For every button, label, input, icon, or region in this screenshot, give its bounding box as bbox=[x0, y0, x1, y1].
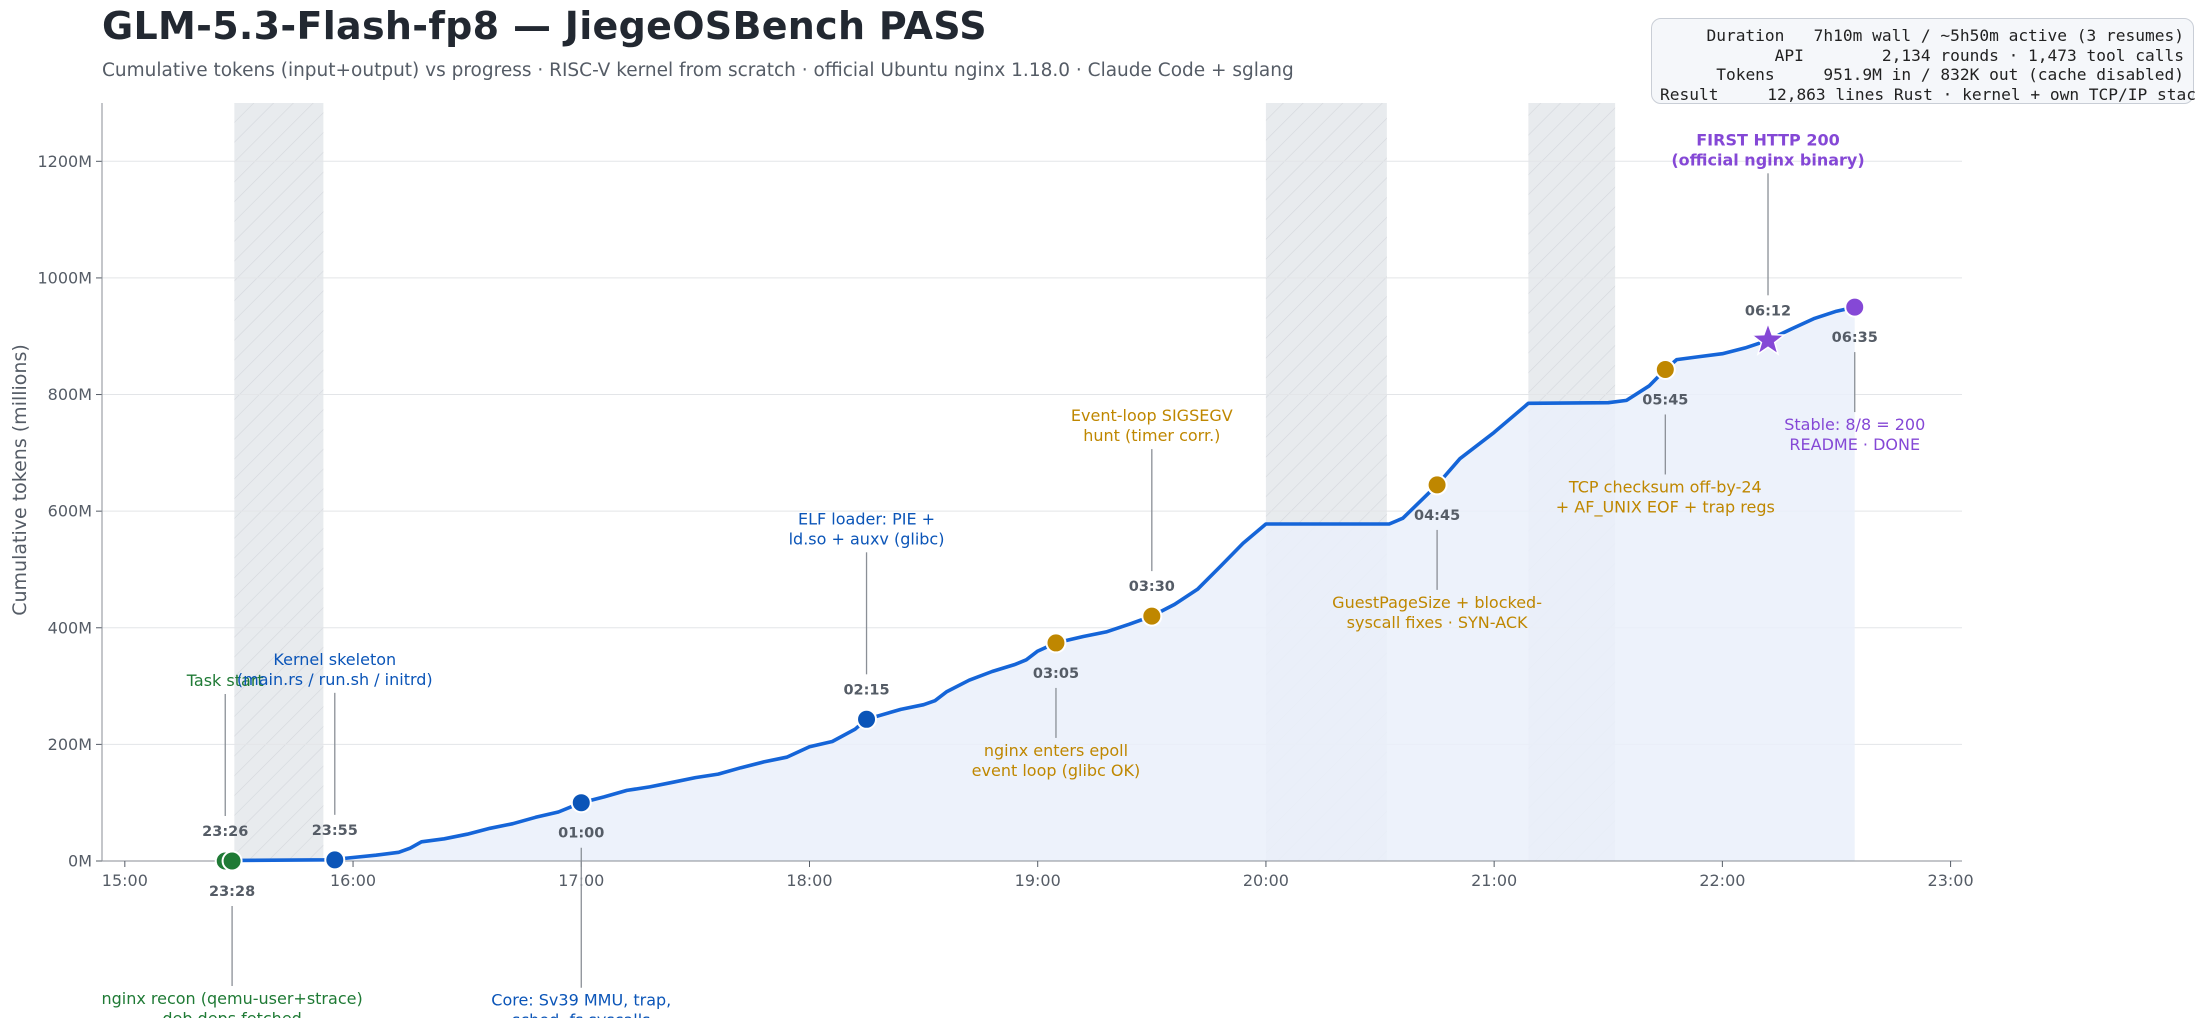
milestone-time: 02:15 bbox=[843, 682, 889, 698]
milestone-marker bbox=[570, 792, 592, 814]
milestone-label: nginx recon (qemu-user+strace) bbox=[101, 989, 362, 1008]
milestone: 04:45 GuestPageSize + blocked-syscall fix… bbox=[1332, 474, 1542, 632]
milestone-label: deb deps fetched bbox=[162, 1009, 302, 1018]
y-tick-label: 0M bbox=[68, 852, 92, 871]
milestone-label: Event-loop SIGSEGV bbox=[1071, 406, 1233, 425]
milestone-time: 23:26 bbox=[202, 824, 248, 840]
milestone-time: 06:12 bbox=[1745, 303, 1791, 319]
stat-result: Result 12,863 lines Rust · kernel + own … bbox=[1660, 84, 2197, 104]
milestone-marker bbox=[856, 708, 878, 730]
milestone-label: Stable: 8/8 = 200 bbox=[1784, 415, 1925, 434]
milestone-label: ELF loader: PIE + bbox=[798, 509, 935, 528]
milestone-annotations: 23:26 Task start 23:28 nginx recon (qemu-us… bbox=[101, 130, 1925, 1018]
milestone-marker bbox=[1426, 474, 1448, 496]
y-axis-label: Cumulative tokens (millions) bbox=[9, 344, 31, 616]
milestone-marker bbox=[324, 849, 346, 871]
area-fill bbox=[220, 307, 1855, 862]
x-tick-label: 22:00 bbox=[1699, 871, 1745, 890]
milestone-label: hunt (timer corr.) bbox=[1083, 426, 1220, 445]
milestone-label: ld.so + auxv (glibc) bbox=[789, 529, 945, 548]
x-tick-label: 19:00 bbox=[1015, 871, 1061, 890]
x-tick-label: 20:00 bbox=[1243, 871, 1289, 890]
milestone-time: 05:45 bbox=[1642, 392, 1688, 408]
y-tick-label: 200M bbox=[48, 735, 92, 754]
y-tick-label: 800M bbox=[48, 385, 92, 404]
chart-title: GLM-5.3-Flash-fp8 — JiegeOSBench PASS bbox=[102, 4, 987, 48]
milestone-label: README · DONE bbox=[1789, 435, 1920, 454]
milestone-time: 03:30 bbox=[1129, 579, 1175, 595]
milestone-time: 04:45 bbox=[1414, 508, 1460, 524]
y-tick-label: 400M bbox=[48, 618, 92, 637]
stats-box: Duration 7h10m wall / ~5h50m active (3 r… bbox=[1651, 18, 2197, 104]
x-tick-label: 23:00 bbox=[1928, 871, 1974, 890]
series-path bbox=[220, 305, 1856, 863]
milestone-label: GuestPageSize + blocked- bbox=[1332, 593, 1542, 612]
series-area bbox=[220, 307, 1855, 862]
paused-span-hatch bbox=[234, 103, 324, 861]
milestone-time: 03:05 bbox=[1033, 666, 1079, 682]
milestone-time: 23:55 bbox=[312, 823, 358, 839]
milestone-time: 06:35 bbox=[1832, 330, 1878, 346]
milestone: 06:12 FIRST HTTP 200(official nginx binar… bbox=[1671, 130, 1865, 356]
stat-api: API 2,134 rounds · 1,473 tool calls bbox=[1774, 45, 2184, 65]
milestone-label: FIRST HTTP 200 bbox=[1696, 130, 1840, 149]
milestone-label: sched, fs syscalls bbox=[512, 1011, 650, 1018]
milestone-label: syscall fixes · SYN-ACK bbox=[1347, 613, 1528, 632]
milestone: 23:55 Kernel skeleton(main.rs / run.sh / … bbox=[237, 650, 433, 871]
milestone-marker bbox=[221, 850, 243, 872]
milestone-label: event loop (glibc OK) bbox=[972, 761, 1141, 780]
milestone-marker bbox=[1654, 358, 1676, 380]
milestone-marker bbox=[1844, 296, 1866, 318]
milestone-label: + AF_UNIX EOF + trap regs bbox=[1556, 497, 1775, 517]
y-tick-label: 1000M bbox=[37, 268, 92, 287]
milestone: 23:28 nginx recon (qemu-user+strace)deb d… bbox=[101, 850, 363, 1018]
milestone-label: Task start bbox=[186, 671, 264, 690]
milestone-label: nginx enters epoll bbox=[984, 741, 1128, 760]
series-line bbox=[220, 305, 1856, 863]
milestone-label: TCP checksum off-by-24 bbox=[1568, 477, 1762, 496]
y-tick-label: 600M bbox=[48, 502, 92, 521]
x-tick-label: 18:00 bbox=[786, 871, 832, 890]
y-tick-label: 1200M bbox=[37, 152, 92, 171]
milestone-label: Core: Sv39 MMU, trap, bbox=[491, 991, 671, 1010]
x-tick-label: 21:00 bbox=[1471, 871, 1517, 890]
milestone-label: (main.rs / run.sh / initrd) bbox=[237, 670, 433, 689]
milestone-label: (official nginx binary) bbox=[1671, 150, 1864, 169]
milestone: 01:00 Core: Sv39 MMU, trap,sched, fs sysc… bbox=[491, 792, 671, 1018]
milestone-marker bbox=[1141, 605, 1163, 627]
stat-tokens: Tokens 951.9M in / 832K out (cache disab… bbox=[1716, 65, 2184, 85]
milestone: 02:15 ELF loader: PIE +ld.so + auxv (glib… bbox=[789, 509, 945, 730]
stat-duration: Duration 7h10m wall / ~5h50m active (3 r… bbox=[1706, 26, 2184, 45]
milestone-marker bbox=[1045, 632, 1067, 654]
milestone-time: 23:28 bbox=[209, 884, 255, 900]
milestone-label: Kernel skeleton bbox=[273, 650, 396, 669]
milestone: 05:45 TCP checksum off-by-24+ AF_UNIX EOF… bbox=[1556, 358, 1775, 517]
milestone-time: 01:00 bbox=[558, 826, 604, 842]
milestone-marker bbox=[1749, 321, 1787, 356]
chart-subtitle: Cumulative tokens (input+output) vs prog… bbox=[102, 60, 1294, 81]
x-tick-label: 15:00 bbox=[102, 871, 148, 890]
x-tick-label: 16:00 bbox=[330, 871, 376, 890]
